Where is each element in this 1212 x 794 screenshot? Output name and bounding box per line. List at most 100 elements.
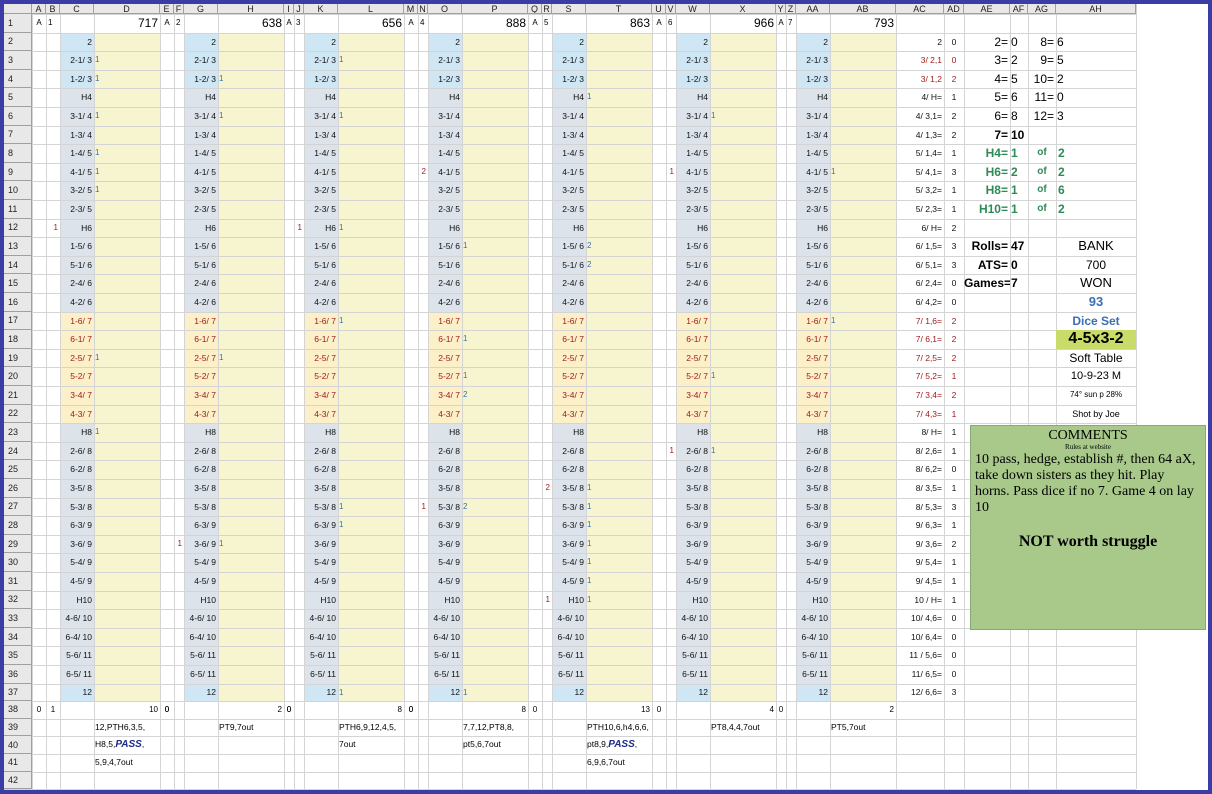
- bet-label[interactable]: 2-6/ 8: [806, 445, 828, 456]
- hit-count[interactable]: 1: [219, 73, 224, 83]
- row-header[interactable]: 13: [4, 237, 32, 256]
- bet-label[interactable]: H10: [812, 594, 828, 605]
- column-header[interactable]: R: [542, 4, 552, 14]
- column-header[interactable]: S: [552, 4, 586, 14]
- summary-label[interactable]: 6/ 1,5=: [915, 241, 942, 252]
- side-mark[interactable]: 1: [53, 222, 58, 232]
- bet-label[interactable]: 3-5/ 8: [438, 483, 460, 493]
- bet-label[interactable]: 6-4/ 10: [189, 631, 216, 642]
- bet-label[interactable]: 5-6/ 11: [434, 650, 460, 661]
- summary-label[interactable]: 3/ 2,1: [920, 55, 942, 66]
- bet-label[interactable]: 2: [579, 36, 584, 47]
- bet-label[interactable]: 1-5/ 6: [438, 241, 460, 252]
- bet-label[interactable]: 12: [326, 686, 336, 697]
- total-value[interactable]: 8: [1011, 109, 1018, 123]
- total-value[interactable]: 10: [1011, 127, 1025, 142]
- bet-label[interactable]: 12: [818, 686, 828, 697]
- total-value[interactable]: 5: [1057, 53, 1064, 68]
- bet-label[interactable]: 1-6/ 7: [194, 315, 216, 326]
- summary-label[interactable]: 12/ 6,6=: [911, 686, 942, 697]
- summary-count[interactable]: 1: [951, 92, 957, 103]
- bet-label[interactable]: 2-5/ 7: [314, 352, 336, 363]
- bet-label[interactable]: H10: [692, 594, 708, 605]
- bet-label[interactable]: 6-4/ 10: [557, 631, 584, 642]
- bet-label[interactable]: 5-6/ 11: [682, 650, 708, 661]
- bet-label[interactable]: H8: [697, 427, 708, 438]
- summary-count[interactable]: 1: [951, 445, 957, 456]
- column-header[interactable]: X: [710, 4, 776, 14]
- column-header[interactable]: W: [676, 4, 710, 14]
- bet-label[interactable]: 1-5/ 6: [686, 241, 708, 252]
- column-header[interactable]: P: [462, 4, 528, 14]
- bet-label[interactable]: 1-4/ 5: [562, 148, 584, 159]
- column-header[interactable]: Q: [528, 4, 542, 14]
- roll-note[interactable]: PT8,4,4,7out: [711, 721, 760, 732]
- hit-count[interactable]: 1: [339, 520, 344, 530]
- bet-label[interactable]: 4-5/ 9: [562, 576, 584, 586]
- bet-label[interactable]: 4-1/ 5: [562, 166, 584, 177]
- hit-count[interactable]: 1: [95, 111, 100, 120]
- bet-label[interactable]: 4-1/ 5: [194, 166, 216, 177]
- row38-e[interactable]: 0: [532, 705, 538, 715]
- summary-label[interactable]: 8/ 2,6=: [915, 445, 942, 456]
- bet-label[interactable]: 5-2/ 7: [438, 371, 460, 382]
- bet-label[interactable]: 6-2/ 8: [70, 464, 92, 475]
- bet-label[interactable]: H10: [76, 594, 92, 605]
- bet-label[interactable]: 4-3/ 7: [438, 408, 460, 419]
- bet-label[interactable]: 5-1/ 6: [70, 259, 92, 270]
- bet-label[interactable]: H10: [568, 594, 584, 605]
- bet-label[interactable]: H8: [205, 427, 216, 438]
- bet-label[interactable]: 4-1/ 5: [686, 166, 708, 177]
- hit-count[interactable]: 1: [95, 185, 100, 195]
- won-value[interactable]: 93: [1088, 294, 1104, 309]
- row-header[interactable]: 16: [4, 293, 32, 312]
- total-value[interactable]: 2: [1011, 53, 1018, 68]
- bet-label[interactable]: 1-2/ 3: [70, 73, 92, 84]
- hit-count[interactable]: 1: [587, 501, 592, 511]
- summary-count[interactable]: 1: [951, 204, 957, 214]
- bet-label[interactable]: 1-2/ 3: [562, 73, 584, 84]
- bet-label[interactable]: 3-6/ 9: [438, 538, 460, 549]
- bet-label[interactable]: 1-4/ 5: [806, 148, 828, 159]
- hit-count[interactable]: 1: [339, 501, 344, 511]
- hit-count[interactable]: 1: [463, 241, 468, 251]
- summary-count[interactable]: 0: [951, 613, 957, 624]
- game-total[interactable]: 863: [629, 16, 650, 30]
- bet-label[interactable]: 3-2/ 5: [562, 185, 584, 196]
- bet-label[interactable]: 3-1/ 4: [806, 111, 828, 121]
- bet-label[interactable]: 3-1/ 4: [438, 111, 460, 121]
- bet-label[interactable]: 3-1/ 4: [70, 111, 92, 121]
- bet-label[interactable]: 3-4/ 7: [806, 390, 828, 400]
- hit-count[interactable]: 1: [711, 111, 716, 120]
- total-label[interactable]: 6=: [994, 109, 1008, 123]
- bet-label[interactable]: 4-5/ 9: [314, 576, 336, 586]
- bet-label[interactable]: 1-4/ 5: [686, 148, 708, 159]
- column-header[interactable]: AC: [896, 4, 944, 14]
- game-number[interactable]: 5: [544, 18, 549, 27]
- summary-count[interactable]: 2: [951, 352, 957, 363]
- hit-count[interactable]: 1: [339, 222, 344, 232]
- bet-label[interactable]: 2: [87, 36, 92, 47]
- bet-label[interactable]: 1-6/ 7: [314, 315, 336, 326]
- bet-label[interactable]: 2-4/ 6: [194, 278, 216, 289]
- bet-label[interactable]: 5-6/ 11: [558, 650, 584, 661]
- bet-label[interactable]: 4-2/ 6: [70, 297, 92, 307]
- row38-e[interactable]: 0: [408, 705, 414, 715]
- roll-count[interactable]: 8: [397, 705, 402, 715]
- column-header[interactable]: C: [60, 4, 94, 14]
- bet-label[interactable]: H6: [81, 222, 92, 233]
- bet-label[interactable]: 2: [703, 36, 708, 47]
- row-header[interactable]: 23: [4, 423, 32, 442]
- bet-label[interactable]: 3-4/ 7: [194, 390, 216, 400]
- bet-label[interactable]: 5-1/ 6: [194, 259, 216, 270]
- summary-label[interactable]: 7/ 4,3=: [915, 408, 942, 419]
- side-mark[interactable]: 1: [297, 222, 302, 232]
- side-mark[interactable]: 2: [421, 166, 426, 176]
- hit-count[interactable]: 1: [339, 315, 344, 325]
- hit-count[interactable]: 1: [219, 538, 224, 548]
- hit-count[interactable]: 1: [831, 166, 836, 176]
- bet-label[interactable]: 3-5/ 8: [562, 483, 584, 493]
- row-header[interactable]: 24: [4, 441, 32, 461]
- bet-label[interactable]: 2-5/ 7: [194, 352, 216, 363]
- roll-note[interactable]: pt5,6,7out: [463, 739, 501, 750]
